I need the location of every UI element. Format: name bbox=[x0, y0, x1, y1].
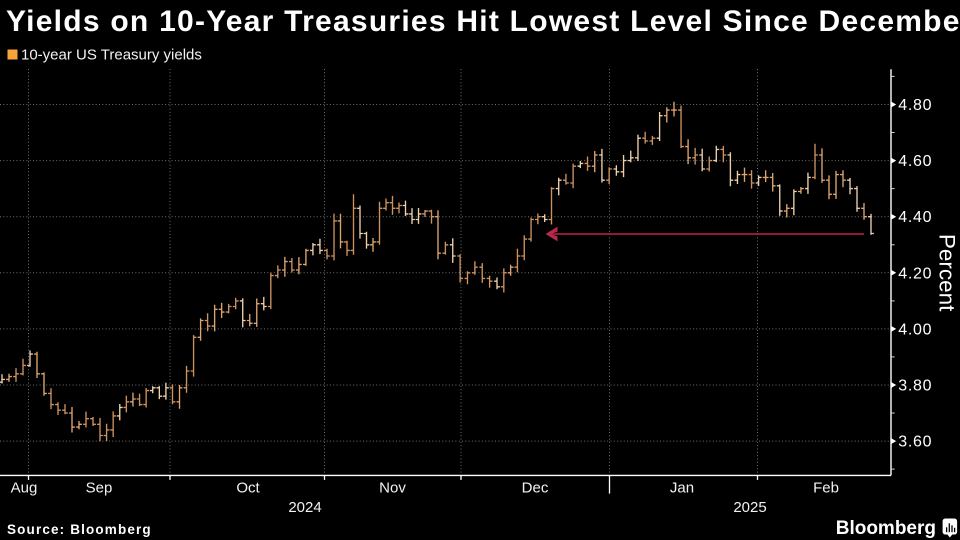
svg-text:Sep: Sep bbox=[86, 480, 113, 497]
svg-text:Aug: Aug bbox=[11, 480, 38, 497]
svg-text:Percent: Percent bbox=[935, 234, 960, 312]
svg-text:4.00: 4.00 bbox=[898, 321, 932, 338]
svg-text:3.60: 3.60 bbox=[898, 434, 932, 451]
svg-text:Bloomberg: Bloomberg bbox=[836, 518, 936, 539]
svg-text:4.20: 4.20 bbox=[898, 265, 932, 282]
svg-text:Jan: Jan bbox=[670, 480, 694, 497]
svg-text:4.80: 4.80 bbox=[898, 97, 932, 114]
svg-text:Source: Bloomberg: Source: Bloomberg bbox=[7, 522, 152, 537]
svg-text:4.40: 4.40 bbox=[898, 209, 932, 226]
svg-text:2025: 2025 bbox=[733, 499, 766, 516]
svg-text:4.60: 4.60 bbox=[898, 153, 932, 170]
svg-text:Dec: Dec bbox=[522, 480, 549, 497]
svg-text:Oct: Oct bbox=[236, 480, 260, 497]
svg-text:2024: 2024 bbox=[288, 499, 321, 516]
svg-text:3.80: 3.80 bbox=[898, 378, 932, 395]
svg-text:Nov: Nov bbox=[379, 480, 406, 497]
svg-text:Yields on 10-Year Treasuries H: Yields on 10-Year Treasuries Hit Lowest … bbox=[6, 5, 960, 38]
svg-text:Feb: Feb bbox=[813, 480, 839, 497]
svg-text:10-year US Treasury yields: 10-year US Treasury yields bbox=[21, 47, 202, 64]
